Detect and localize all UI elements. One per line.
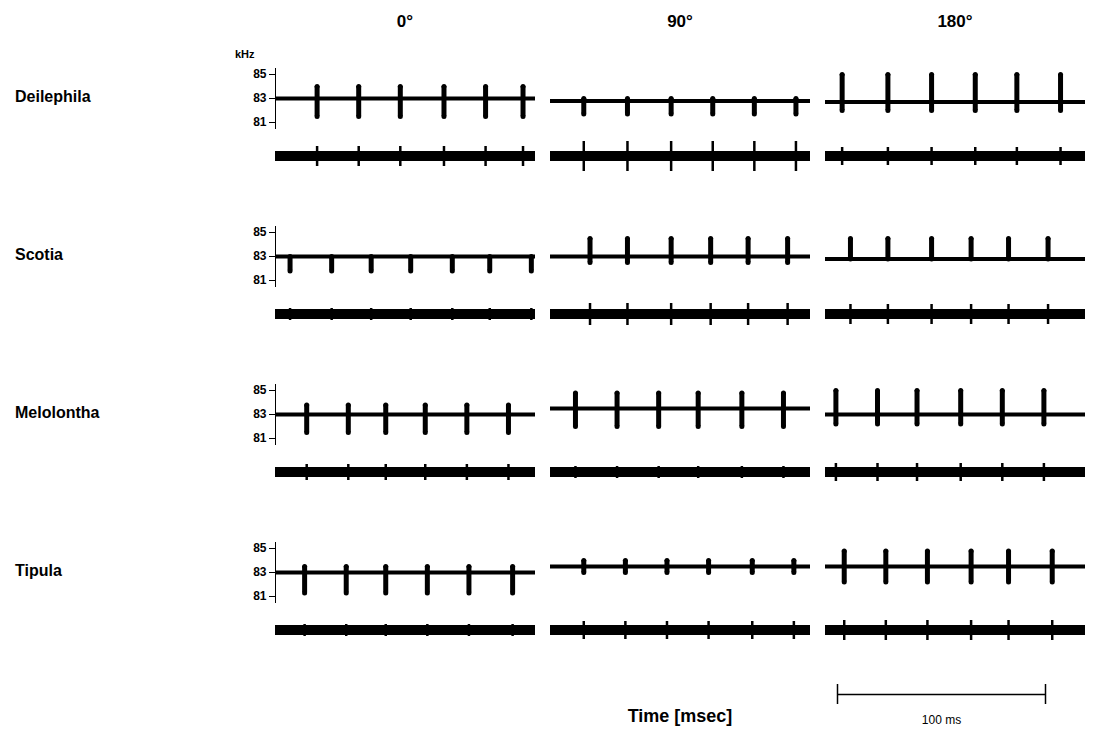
svg-text:83: 83 xyxy=(253,91,267,105)
svg-text:85: 85 xyxy=(253,67,267,81)
svg-text:83: 83 xyxy=(253,407,267,421)
svg-text:83: 83 xyxy=(253,249,267,263)
html-text:kHz: kHz xyxy=(235,48,255,60)
svg-text:100 ms: 100 ms xyxy=(922,713,961,727)
html-text:180°: 180° xyxy=(937,12,973,31)
svg-text:81: 81 xyxy=(253,273,267,287)
html-text:Deilephila: Deilephila xyxy=(15,88,91,105)
svg-text:85: 85 xyxy=(253,541,267,555)
svg-text:81: 81 xyxy=(253,589,267,603)
html-text:Scotia: Scotia xyxy=(15,246,63,263)
html-text:Tipula: Tipula xyxy=(15,562,62,579)
html-text:Melolontha: Melolontha xyxy=(15,404,100,421)
html-text:90°: 90° xyxy=(667,12,693,31)
svg-text:83: 83 xyxy=(253,565,267,579)
html-text:Time [msec]: Time [msec] xyxy=(627,706,733,726)
svg-text:81: 81 xyxy=(253,115,267,129)
svg-text:85: 85 xyxy=(253,383,267,397)
svg-text:85: 85 xyxy=(253,225,267,239)
html-text:0°: 0° xyxy=(396,12,414,31)
svg-text:81: 81 xyxy=(253,431,267,445)
